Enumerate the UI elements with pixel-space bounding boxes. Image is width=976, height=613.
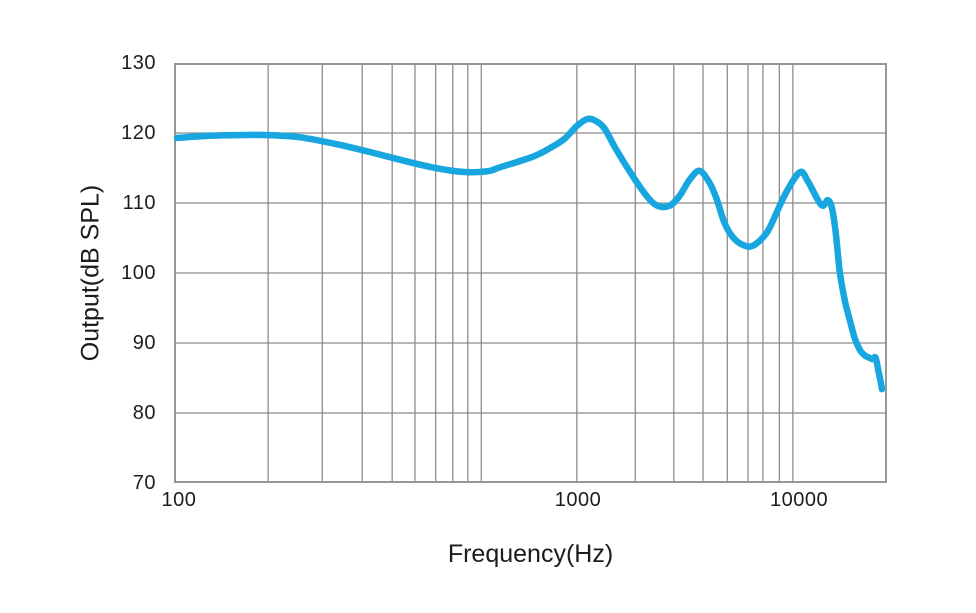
y-tick-label: 70 bbox=[132, 472, 156, 494]
x-axis-title: Frequency(Hz) bbox=[447, 540, 614, 568]
plot-border bbox=[174, 63, 887, 483]
plot-svg bbox=[174, 63, 887, 483]
x-tick-label: 1000 bbox=[554, 489, 602, 511]
y-tick-label: 110 bbox=[122, 192, 156, 214]
x-tick-label: 10000 bbox=[769, 489, 829, 511]
y-tick-label: 90 bbox=[132, 332, 156, 354]
y-tick-label: 120 bbox=[121, 122, 156, 144]
response-curve bbox=[174, 115, 886, 393]
y-tick-label: 100 bbox=[121, 262, 156, 284]
y-tick-labels: 130 120 110 100 90 80 70 bbox=[0, 0, 156, 613]
plot-area bbox=[174, 63, 887, 483]
y-tick-label: 130 bbox=[121, 52, 156, 74]
x-tick-label: 100 bbox=[161, 489, 197, 511]
x-tick-labels: 100 1000 10000 bbox=[0, 488, 976, 518]
y-tick-label: 80 bbox=[132, 402, 156, 424]
